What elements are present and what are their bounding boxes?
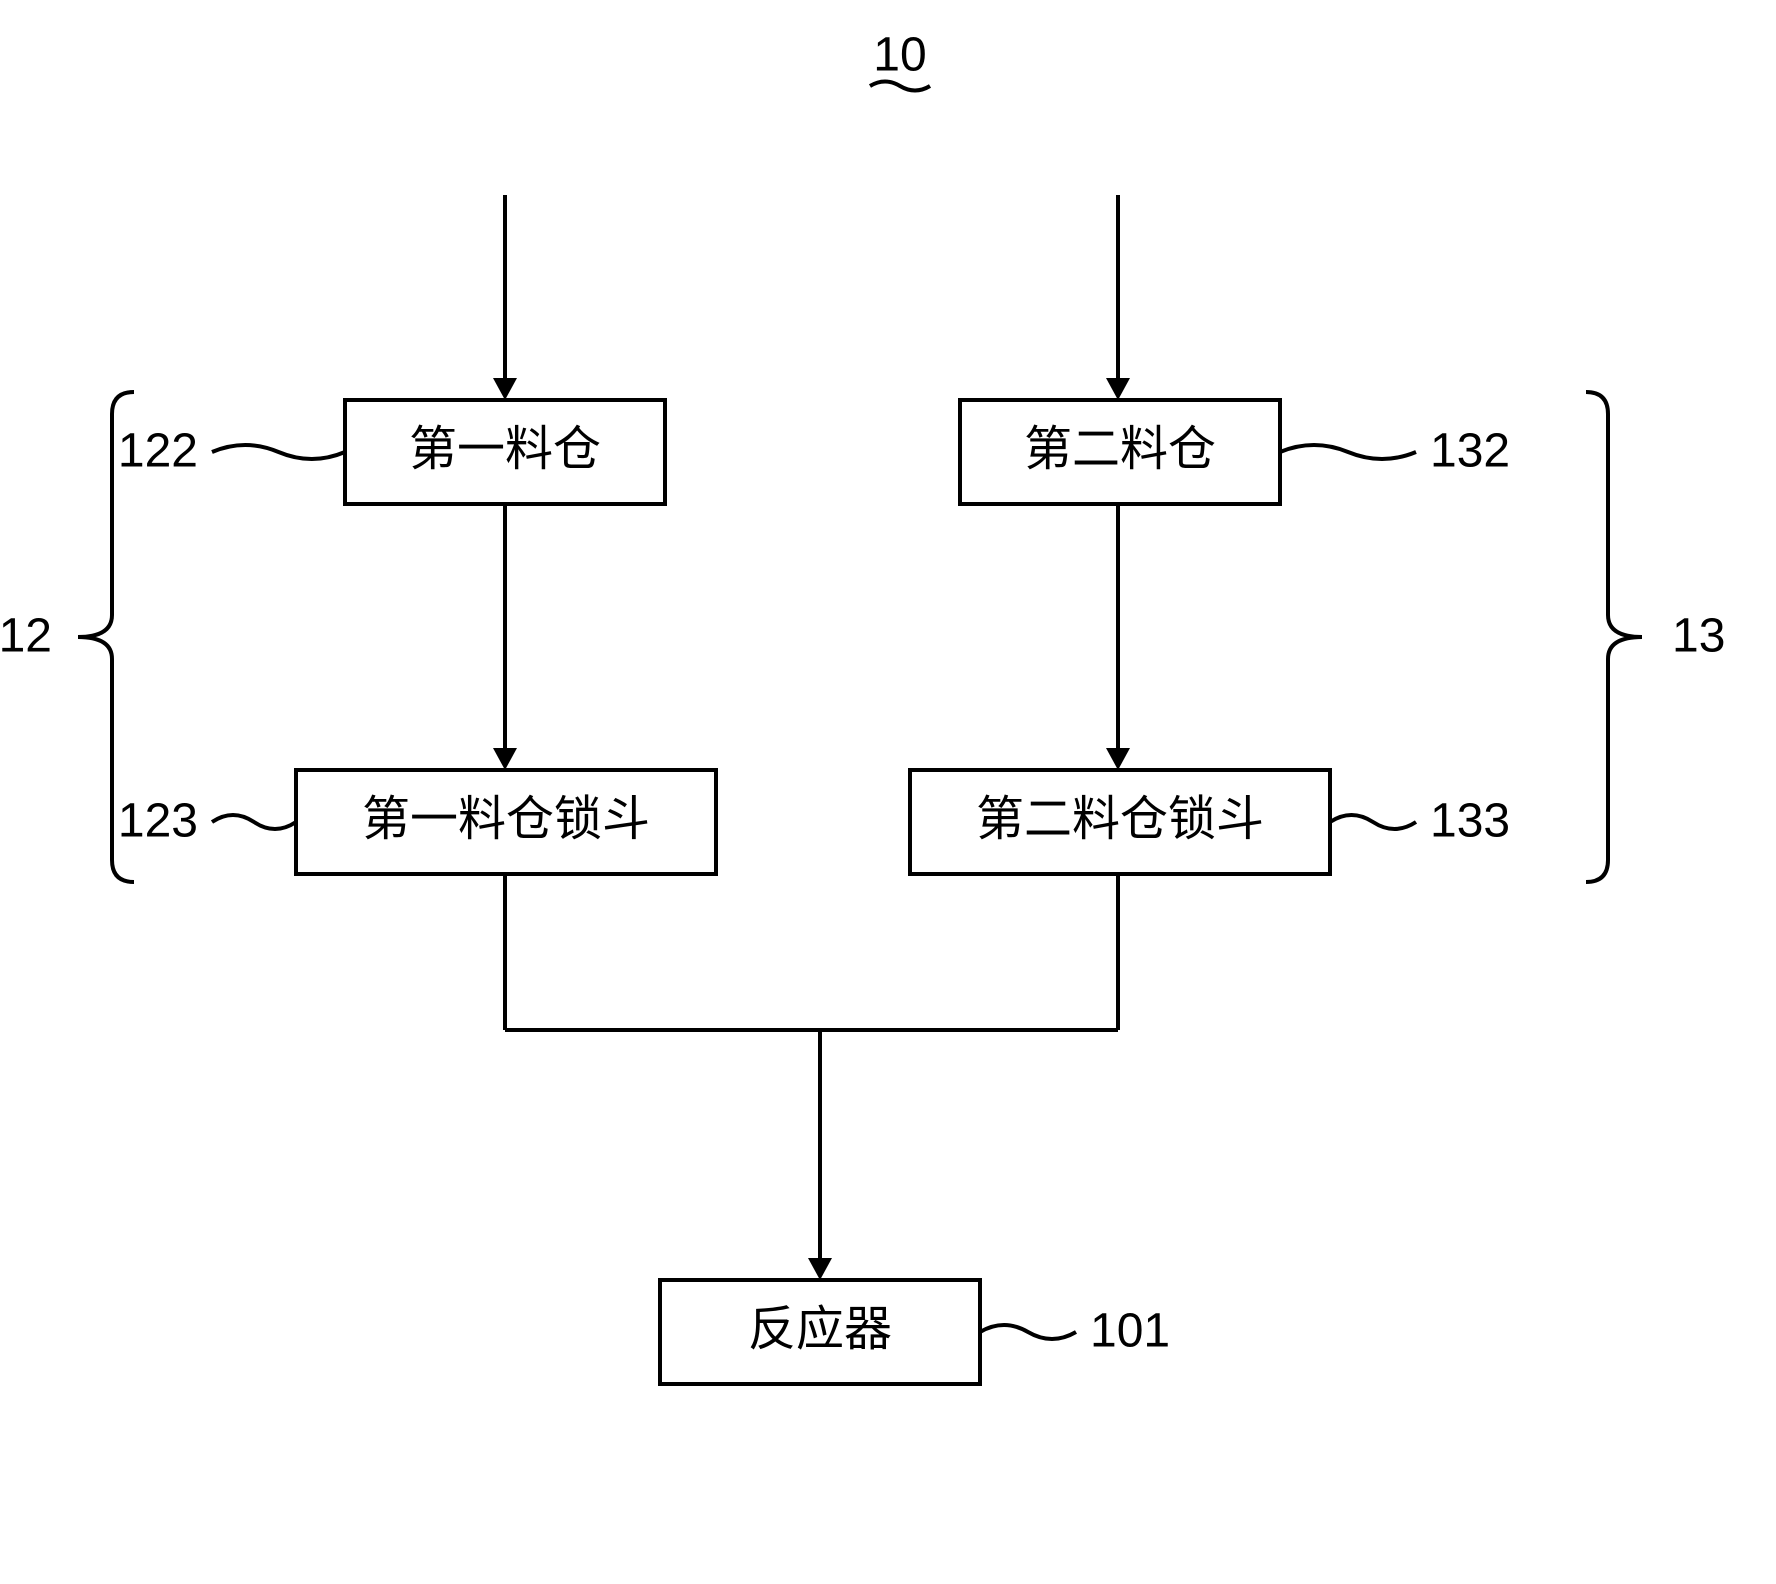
ref-tilde bbox=[980, 1325, 1076, 1339]
group-ref: 12 bbox=[0, 610, 52, 663]
flow-box-label: 第一料仓锁斗 bbox=[362, 793, 650, 846]
flow-box-label: 第二料仓 bbox=[1024, 423, 1216, 476]
ref-number: 101 bbox=[1090, 1305, 1170, 1358]
ref-number: 133 bbox=[1430, 795, 1510, 848]
group-ref: 13 bbox=[1672, 610, 1725, 663]
figure-ref: 10 bbox=[873, 29, 926, 82]
flow-box-label: 第一料仓 bbox=[409, 423, 601, 476]
ref-tilde bbox=[1330, 815, 1416, 829]
ref-number: 123 bbox=[118, 795, 198, 848]
ref-tilde bbox=[1280, 445, 1416, 459]
ref-number: 132 bbox=[1430, 425, 1510, 478]
ref-number: 122 bbox=[118, 425, 198, 478]
group-brace bbox=[1586, 392, 1642, 882]
flow-box-label: 反应器 bbox=[748, 1303, 892, 1356]
ref-tilde bbox=[212, 815, 296, 829]
figure-ref-underline bbox=[870, 82, 930, 91]
ref-tilde bbox=[212, 445, 345, 459]
flow-box-label: 第二料仓锁斗 bbox=[976, 793, 1264, 846]
